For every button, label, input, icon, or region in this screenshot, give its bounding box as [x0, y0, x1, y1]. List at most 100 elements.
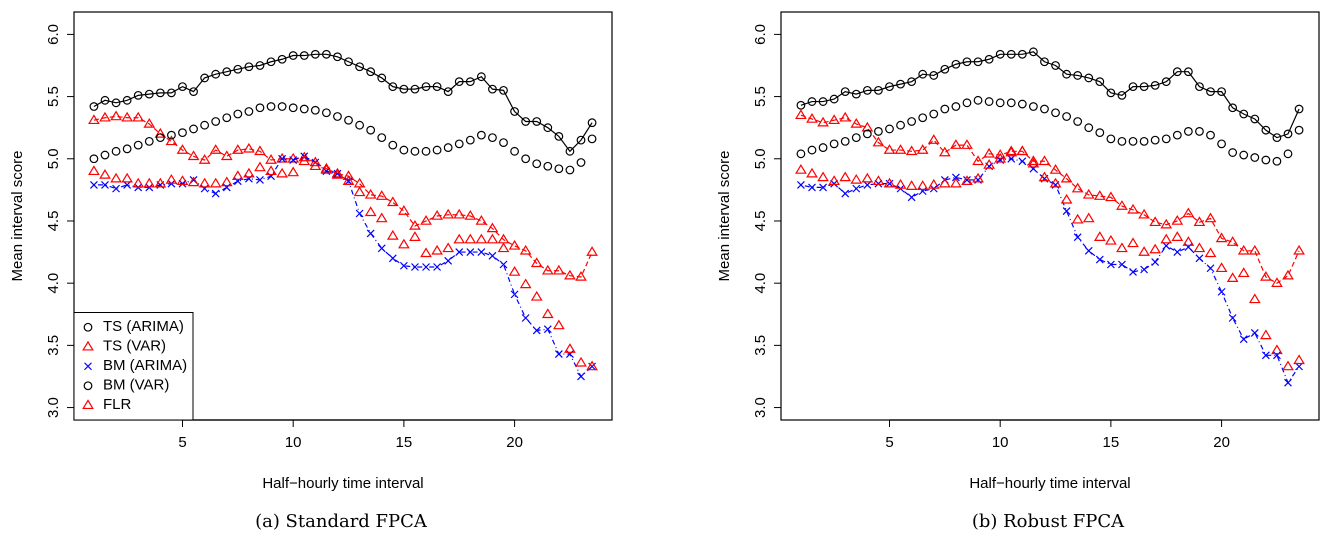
data-point — [1217, 87, 1226, 97]
data-point — [808, 183, 816, 192]
data-point — [1093, 190, 1106, 200]
data-point — [1171, 215, 1184, 225]
data-point — [817, 171, 829, 182]
data-point — [1062, 112, 1072, 121]
data-point — [256, 176, 264, 184]
data-point — [1016, 145, 1029, 156]
data-point — [543, 123, 553, 133]
data-point — [806, 167, 818, 178]
data-point — [1237, 267, 1250, 278]
data-point — [576, 158, 586, 167]
data-point — [872, 136, 885, 147]
data-point — [1206, 130, 1215, 140]
data-point — [209, 144, 222, 154]
data-point — [377, 133, 387, 143]
data-point — [1038, 155, 1051, 166]
data-point — [399, 84, 409, 94]
data-point — [1139, 82, 1149, 92]
data-point — [807, 97, 817, 106]
data-point — [862, 129, 872, 139]
data-point — [818, 97, 828, 106]
y-axis-label: Mean interval score — [9, 151, 26, 282]
data-point — [1117, 136, 1127, 146]
y-tick-label: 5.0 — [752, 148, 769, 169]
data-point — [476, 130, 486, 140]
data-point — [1183, 67, 1193, 77]
data-point — [1204, 247, 1217, 258]
data-point — [187, 150, 200, 161]
data-point — [411, 263, 419, 271]
legend-marker — [82, 340, 94, 351]
data-point — [1172, 67, 1182, 77]
data-point — [817, 116, 829, 127]
y-tick-label: 3.5 — [752, 335, 769, 356]
data-point — [1118, 260, 1126, 269]
data-point — [973, 95, 983, 105]
data-point — [586, 360, 598, 371]
data-point — [154, 127, 167, 138]
data-point — [333, 52, 342, 62]
data-point — [829, 139, 839, 149]
data-point — [122, 95, 132, 105]
data-point — [1150, 80, 1160, 90]
data-point — [1184, 243, 1193, 252]
data-point — [1161, 134, 1171, 144]
data-point — [973, 57, 983, 67]
data-point — [541, 264, 554, 275]
data-point — [443, 143, 453, 152]
data-point — [1237, 244, 1250, 255]
data-point — [994, 152, 1007, 163]
data-point — [499, 85, 508, 95]
data-point — [287, 166, 300, 177]
data-point — [530, 290, 543, 301]
data-point — [1038, 171, 1051, 182]
data-point — [828, 175, 840, 185]
data-point — [111, 98, 121, 108]
data-point — [244, 107, 254, 116]
data-point — [1028, 102, 1038, 111]
data-point — [143, 177, 156, 188]
data-point — [123, 180, 132, 189]
data-point — [1105, 234, 1117, 245]
legend-marker — [83, 381, 93, 391]
data-point — [1195, 254, 1204, 263]
data-point — [99, 168, 111, 179]
data-point — [1226, 236, 1239, 246]
data-point — [1151, 258, 1160, 266]
legend-marker — [84, 362, 92, 371]
data-point — [444, 256, 453, 265]
data-point — [1271, 277, 1283, 287]
data-point — [299, 104, 309, 114]
data-point — [377, 244, 386, 253]
series-line — [93, 115, 593, 278]
data-point — [121, 111, 133, 122]
data-point — [543, 325, 552, 334]
data-point — [951, 102, 961, 111]
y-tick-label: 4.0 — [45, 273, 62, 294]
data-point — [1193, 242, 1206, 253]
data-point — [1106, 134, 1116, 144]
data-point — [905, 145, 918, 156]
data-point — [1060, 193, 1073, 204]
data-point — [885, 179, 894, 188]
data-point — [309, 160, 322, 171]
data-point — [497, 242, 510, 253]
data-point — [265, 154, 277, 164]
data-point — [839, 171, 852, 182]
data-point — [521, 154, 531, 164]
data-point — [1127, 237, 1139, 248]
y-tick-label: 3.0 — [752, 397, 769, 418]
data-point — [488, 84, 497, 94]
data-point — [1029, 164, 1038, 173]
data-point — [916, 144, 929, 154]
data-point — [476, 72, 486, 82]
data-point — [927, 134, 940, 144]
data-point — [564, 343, 576, 353]
data-point — [321, 108, 331, 118]
data-point — [89, 154, 99, 164]
data-point — [994, 149, 1007, 159]
data-point — [1116, 200, 1128, 210]
data-point — [233, 64, 243, 74]
data-point — [267, 172, 275, 181]
data-point — [344, 115, 353, 125]
